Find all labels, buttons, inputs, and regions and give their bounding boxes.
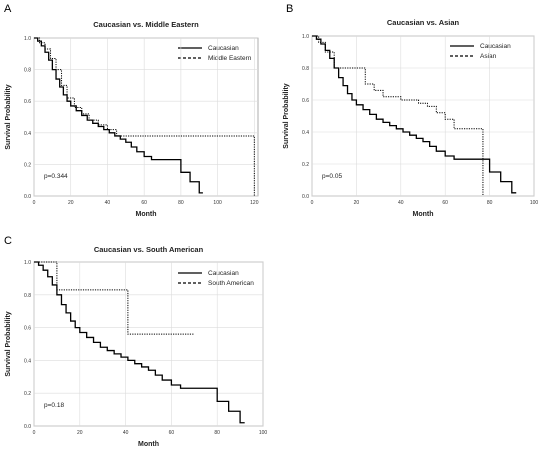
series-line-asian xyxy=(312,35,484,196)
panel-letter-b: B xyxy=(286,3,293,15)
panel-c-legend: Caucasian South American xyxy=(178,270,254,287)
x-tick-label: 100 xyxy=(259,430,268,436)
y-tick-label: 0.0 xyxy=(24,194,31,200)
x-tick-label: 80 xyxy=(214,430,220,436)
x-tick-label: 0 xyxy=(33,430,36,436)
panel-c-title: Caucasian vs. South American xyxy=(94,245,204,254)
panel-a-p-value: p=0.344 xyxy=(44,173,68,180)
panel-a-x-axis-label: Month xyxy=(136,211,157,218)
series-line-caucasian xyxy=(34,37,203,194)
panel-b-y-axis-label: Survival Probability xyxy=(283,83,290,148)
panel-c-y-axis-label: Survival Probability xyxy=(5,311,12,376)
panel-a: A Caucasian vs. Middle Eastern Month Sur… xyxy=(4,3,259,218)
y-tick-label: 1.0 xyxy=(302,34,309,40)
series-line-caucasian xyxy=(312,35,517,194)
legend-label-south-american: South American xyxy=(208,280,254,287)
x-tick-label: 20 xyxy=(354,200,360,206)
x-tick-label: 20 xyxy=(77,430,83,436)
legend-label-asian: Asian xyxy=(480,53,497,60)
y-tick-label: 0.8 xyxy=(24,68,31,74)
panel-letter-a: A xyxy=(4,3,12,15)
series-line-south-american xyxy=(34,261,195,335)
y-tick-label: 0.0 xyxy=(24,424,31,430)
panel-c: C Caucasian vs. South American Month Sur… xyxy=(4,235,267,448)
series-line-middle-eastern xyxy=(34,37,255,196)
y-tick-label: 0.4 xyxy=(24,131,31,137)
x-tick-label: 60 xyxy=(442,200,448,206)
panel-a-legend: Caucasian Middle Eastern xyxy=(178,45,252,62)
panel-b-p-value: p=0.05 xyxy=(322,173,342,180)
panel-c-p-value: p=0.18 xyxy=(44,402,64,409)
y-tick-label: 0.6 xyxy=(24,326,31,332)
panel-letter-c: C xyxy=(4,235,12,247)
x-tick-label: 20 xyxy=(68,200,74,206)
x-tick-label: 0 xyxy=(33,200,36,206)
x-tick-label: 40 xyxy=(398,200,404,206)
y-tick-label: 0.8 xyxy=(24,293,31,299)
legend-label-middle-eastern: Middle Eastern xyxy=(208,55,252,62)
y-tick-label: 0.4 xyxy=(302,130,309,136)
y-tick-label: 1.0 xyxy=(24,260,31,266)
y-tick-label: 0.2 xyxy=(24,162,31,168)
x-tick-label: 100 xyxy=(213,200,222,206)
y-tick-label: 0.6 xyxy=(24,99,31,105)
x-tick-label: 80 xyxy=(487,200,493,206)
panel-b-x-axis-label: Month xyxy=(413,211,434,218)
x-tick-label: 80 xyxy=(178,200,184,206)
panel-b-legend: Caucasian Asian xyxy=(450,43,511,60)
y-tick-label: 0.2 xyxy=(24,391,31,397)
x-tick-label: 40 xyxy=(105,200,111,206)
x-tick-label: 100 xyxy=(530,200,539,206)
x-tick-label: 60 xyxy=(169,430,175,436)
panel-a-y-axis-label: Survival Probability xyxy=(5,84,12,149)
x-tick-label: 120 xyxy=(250,200,259,206)
x-tick-label: 60 xyxy=(141,200,147,206)
y-tick-label: 0.6 xyxy=(302,98,309,104)
y-tick-label: 0.8 xyxy=(302,66,309,72)
legend-label-caucasian: Caucasian xyxy=(208,45,239,52)
x-tick-label: 40 xyxy=(123,430,129,436)
x-tick-label: 0 xyxy=(311,200,314,206)
y-tick-label: 0.0 xyxy=(302,194,309,200)
panel-b-title: Caucasian vs. Asian xyxy=(387,18,460,27)
y-tick-label: 0.2 xyxy=(302,162,309,168)
y-tick-label: 0.4 xyxy=(24,358,31,364)
legend-label-caucasian: Caucasian xyxy=(480,43,511,50)
panel-a-title: Caucasian vs. Middle Eastern xyxy=(93,20,199,29)
legend-label-caucasian: Caucasian xyxy=(208,270,239,277)
panel-b: B Caucasian vs. Asian Month Survival Pro… xyxy=(283,3,538,218)
panel-c-x-axis-label: Month xyxy=(138,441,159,448)
y-tick-label: 1.0 xyxy=(24,36,31,42)
